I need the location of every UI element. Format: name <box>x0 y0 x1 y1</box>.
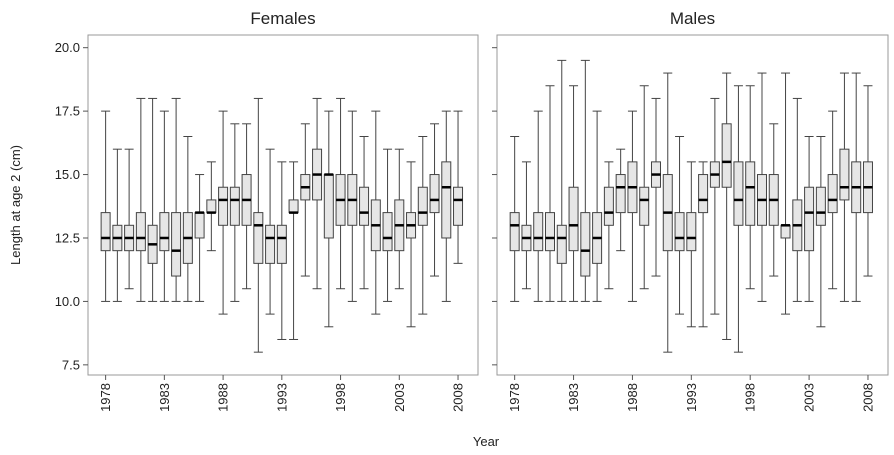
box <box>135 212 146 252</box>
box <box>441 161 452 239</box>
box <box>509 212 520 252</box>
box <box>639 186 650 226</box>
box <box>827 174 838 214</box>
box <box>580 212 591 277</box>
box <box>453 186 464 226</box>
y-tick-label: 7.5 <box>62 357 80 372</box>
box <box>733 161 744 226</box>
y-tick-label: 20.0 <box>55 40 80 55</box>
box <box>276 224 287 264</box>
box <box>544 212 555 252</box>
box <box>615 174 626 214</box>
box <box>382 212 393 252</box>
x-tick-label: 2003 <box>802 383 817 412</box>
x-tick-label: 1988 <box>625 383 640 412</box>
x-tick-label: 2008 <box>860 383 875 412</box>
box <box>568 186 579 252</box>
box <box>171 212 182 277</box>
box <box>229 186 240 226</box>
box <box>780 224 791 239</box>
box <box>686 212 697 252</box>
box <box>745 161 756 226</box>
box <box>218 186 229 226</box>
x-tick-label: 1998 <box>743 383 758 412</box>
box <box>674 212 685 252</box>
x-tick-label: 1998 <box>333 383 348 412</box>
y-tick-label: 10.0 <box>55 294 80 309</box>
x-tick-label: 2003 <box>392 383 407 412</box>
x-tick-label: 1978 <box>98 383 113 412</box>
box <box>698 174 709 214</box>
box <box>839 148 850 201</box>
box <box>194 212 205 239</box>
y-tick-label: 15.0 <box>55 167 80 182</box>
box <box>804 186 815 252</box>
y-tick-label: 12.5 <box>55 230 80 245</box>
box <box>815 186 826 226</box>
x-tick-label: 2008 <box>451 383 466 412</box>
panel-title: Males <box>670 9 715 28</box>
x-tick-label: 1983 <box>566 383 581 412</box>
panel-title: Females <box>250 9 315 28</box>
y-axis-label: Length at age 2 (cm) <box>8 145 23 265</box>
box <box>556 224 567 264</box>
panel-frame <box>87 34 479 376</box>
box <box>417 186 428 226</box>
panel-frame <box>496 34 889 376</box>
box <box>159 212 170 252</box>
x-tick-label: 1978 <box>507 383 522 412</box>
box <box>323 174 334 239</box>
box <box>288 199 299 214</box>
y-tick-label: 17.5 <box>55 104 80 119</box>
x-tick-label: 1988 <box>216 383 231 412</box>
box <box>265 224 276 264</box>
box <box>721 123 732 188</box>
box <box>429 174 440 214</box>
box <box>206 199 217 214</box>
x-tick-label: 1983 <box>157 383 172 412</box>
x-tick-label: 1993 <box>274 383 289 412</box>
box <box>359 186 370 226</box>
box <box>253 212 264 264</box>
box <box>533 212 544 252</box>
x-axis-label: Year <box>473 434 500 449</box>
box <box>603 186 614 226</box>
box <box>100 212 111 252</box>
x-tick-label: 1993 <box>684 383 699 412</box>
